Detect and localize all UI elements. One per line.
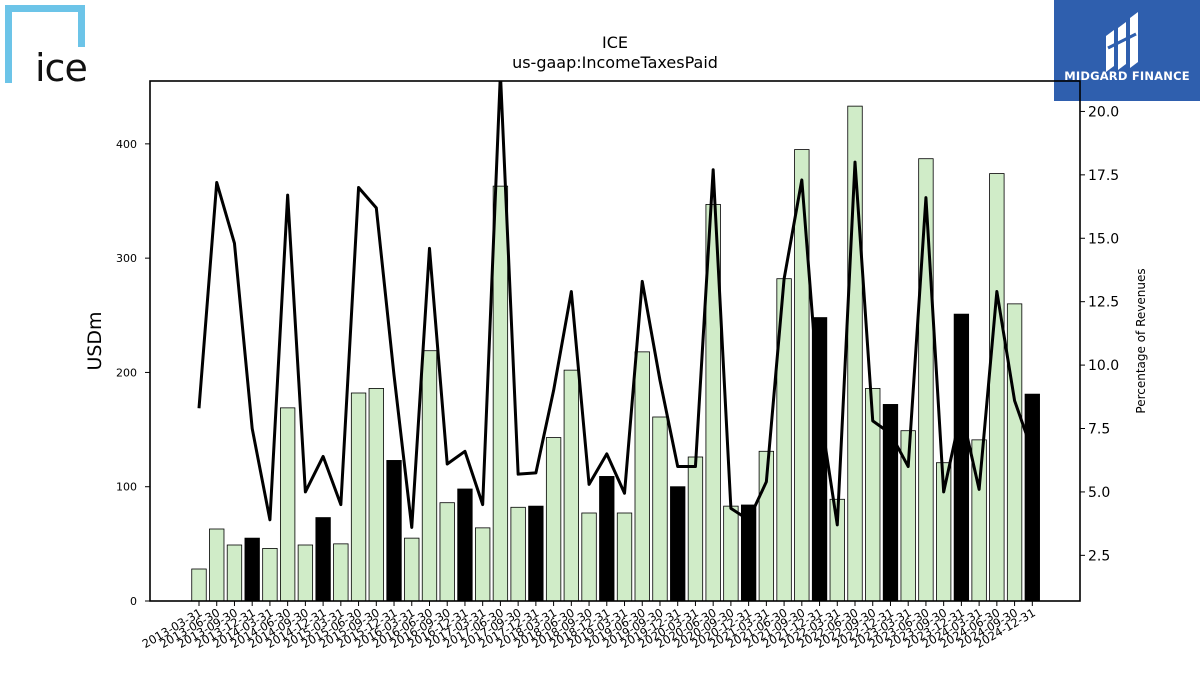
bar	[297, 544, 314, 602]
bar	[315, 517, 331, 602]
y-tick-label: 100	[116, 481, 137, 494]
y2-tick-label: 12.5	[1088, 295, 1119, 311]
bar	[492, 185, 509, 602]
y2-tick-label: 20.0	[1088, 104, 1119, 120]
chart-subtitle: us-gaap:IncomeTaxesPaid	[512, 53, 718, 72]
ice-logo: ice	[5, 5, 88, 90]
bar	[262, 548, 278, 602]
bar	[368, 388, 384, 602]
y-tick-label: 300	[116, 252, 137, 265]
bar	[616, 512, 633, 602]
series-line	[197, 81, 1034, 529]
bar	[386, 460, 402, 602]
bar	[1006, 303, 1023, 602]
bar	[510, 506, 526, 602]
bar	[989, 173, 1005, 602]
y2-tick-label: 10.0	[1088, 358, 1119, 374]
y2-axis-label: Percentage of Revenues	[1134, 268, 1148, 413]
bar	[563, 369, 579, 602]
y2-tick-label: 5.0	[1088, 485, 1110, 501]
plot-frame	[149, 80, 1081, 602]
axes	[145, 80, 1085, 606]
bar	[581, 512, 597, 602]
bar	[191, 568, 207, 602]
bar	[226, 544, 243, 602]
y-tick-label: 0	[130, 595, 137, 608]
y2-tick-label: 7.5	[1088, 422, 1110, 438]
bar	[599, 476, 615, 602]
bar	[634, 351, 650, 602]
bar	[953, 313, 970, 602]
y2-tick-label: 17.5	[1088, 168, 1119, 184]
bar-series	[191, 105, 1040, 602]
bar	[545, 437, 562, 602]
y-tick-label: 200	[116, 366, 137, 379]
midgard-finance-logo-icon	[1106, 12, 1138, 72]
bar	[794, 149, 810, 602]
y-axis-label: USDm	[84, 311, 106, 370]
tick-labels: 0 100 200 300 400 2.5 5.0 7.5 10.0 12.5 15.0 17.5 20…	[116, 104, 1119, 651]
bar	[918, 158, 934, 602]
bar	[475, 527, 491, 602]
y-tick-label: 400	[116, 138, 137, 151]
bar	[670, 486, 686, 602]
midgard-finance-logo: MIDGARD FINANCE	[1054, 0, 1200, 101]
bar	[404, 537, 420, 602]
bar	[350, 392, 367, 602]
bar	[687, 456, 704, 602]
y2-tick-label: 2.5	[1088, 548, 1110, 564]
bar	[528, 505, 544, 602]
bar	[652, 416, 668, 602]
bar	[1024, 393, 1040, 602]
midgard-finance-logo-text: MIDGARD FINANCE	[1064, 69, 1190, 83]
bar	[439, 502, 455, 602]
bar	[279, 407, 296, 602]
y2-tick-label: 15.0	[1088, 231, 1119, 247]
chart-title: ICE	[602, 33, 628, 52]
bar	[421, 350, 438, 602]
bar	[333, 543, 349, 602]
bar	[723, 505, 739, 602]
bar	[244, 537, 260, 602]
bar	[457, 488, 473, 602]
ice-logo-text: ice	[35, 46, 88, 90]
line-series	[197, 81, 1034, 529]
bar	[209, 528, 225, 602]
